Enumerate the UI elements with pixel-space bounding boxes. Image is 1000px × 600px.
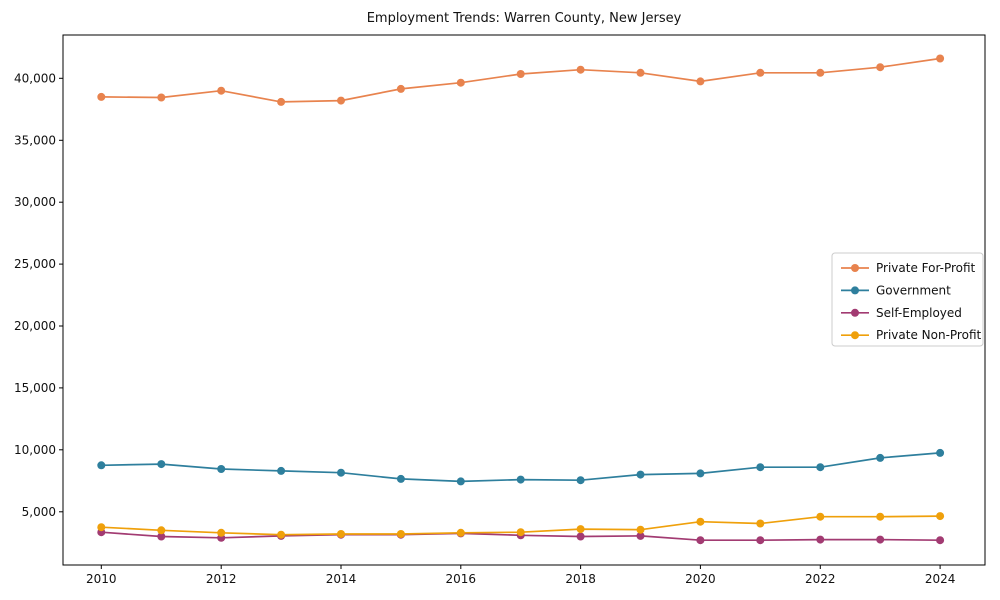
data-point-government [97,461,106,470]
data-point-government [396,474,405,483]
data-point-private-non-profit [936,512,945,521]
data-point-government [277,466,286,475]
data-point-government [337,468,345,477]
x-tick-label: 2024 [925,572,956,586]
data-point-self-employed [816,535,825,544]
legend: Private For-Profit Government Self-Employe… [831,252,984,347]
legend-box [831,252,984,347]
legend-label: Private Non-Profit [876,328,982,342]
data-point-private-for-profit [97,92,106,101]
data-point-private-non-profit [97,523,106,532]
legend-label: Private For-Profit [876,261,976,275]
data-point-government [936,448,945,457]
data-point-private-for-profit [217,86,226,95]
data-point-private-non-profit [816,512,825,521]
y-tick-label: 25,000 [14,257,56,271]
data-point-private-for-profit [396,84,405,93]
data-point-government [816,463,825,472]
x-tick-label: 2014 [326,572,357,586]
data-point-private-non-profit [396,530,405,538]
data-point-private-for-profit [636,68,645,77]
x-tick-label: 2016 [446,572,477,586]
y-tick-label: 5,000 [22,505,56,519]
data-point-private-non-profit [696,517,705,526]
data-point-private-for-profit [816,68,825,77]
x-tick-label: 2012 [206,572,237,586]
y-tick-label: 15,000 [14,381,56,395]
data-point-self-employed [157,532,166,541]
series-layer [97,54,945,545]
ticks-layer: 2010 2012 2014 2016 2018 2020 2022 2024 5,000 10,… [14,71,955,586]
data-point-government [636,470,645,479]
data-point-self-employed [636,531,645,540]
x-tick-label: 2010 [86,572,117,586]
data-point-government [217,465,226,473]
legend-marker [851,308,859,317]
data-point-private-non-profit [516,528,525,537]
data-point-self-employed [936,536,945,545]
data-point-private-non-profit [876,512,885,521]
y-tick-label: 20,000 [14,319,56,333]
series-line-private-for-profit [101,57,941,103]
data-point-private-for-profit [696,77,705,86]
data-point-private-for-profit [157,93,166,102]
data-point-government [516,475,525,484]
data-point-private-non-profit [756,519,765,528]
data-point-government [696,469,705,478]
y-tick-label: 40,000 [14,71,56,85]
data-point-private-for-profit [756,68,765,77]
y-tick-label: 10,000 [14,443,56,457]
y-tick-label: 30,000 [14,195,56,209]
data-point-private-for-profit [456,78,465,87]
legend-label: Self-Employed [876,306,962,320]
legend-marker [851,286,859,295]
data-point-private-non-profit [456,528,465,537]
data-point-self-employed [756,536,765,545]
data-point-private-for-profit [936,54,945,63]
data-point-government [876,453,885,462]
data-point-self-employed [696,536,705,545]
data-point-private-for-profit [876,63,885,72]
data-point-private-for-profit [576,65,585,74]
data-point-self-employed [876,535,885,544]
data-point-private-non-profit [636,525,645,534]
data-point-private-non-profit [217,528,226,537]
chart-title: Employment Trends: Warren County, New Je… [367,11,682,26]
data-point-self-employed [576,532,585,541]
plot-area [62,34,986,566]
data-point-government [576,476,585,485]
data-point-government [456,477,465,486]
data-point-government [756,463,765,472]
data-point-private-non-profit [337,530,345,538]
x-tick-label: 2020 [685,572,716,586]
data-point-private-for-profit [277,97,286,106]
data-point-private-for-profit [337,96,345,105]
y-tick-label: 35,000 [14,133,56,147]
data-point-private-non-profit [576,525,585,534]
data-point-private-non-profit [157,526,166,535]
legend-marker [851,331,859,340]
x-tick-label: 2022 [805,572,836,586]
legend-label: Government [876,283,951,297]
data-point-private-for-profit [516,70,525,78]
legend-marker [851,264,859,272]
data-point-government [157,460,166,469]
data-point-private-non-profit [277,530,286,539]
x-tick-label: 2018 [565,572,596,586]
